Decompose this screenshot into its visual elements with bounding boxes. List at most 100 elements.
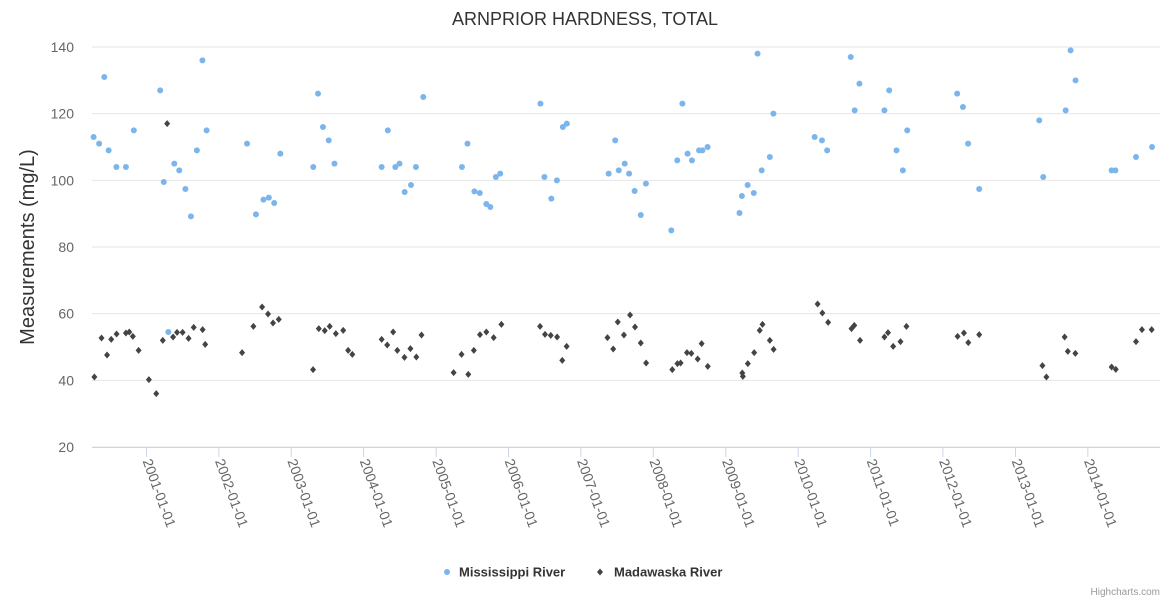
data-point[interactable] <box>104 351 111 359</box>
data-point[interactable] <box>260 196 267 203</box>
data-point[interactable] <box>976 186 983 192</box>
data-point[interactable] <box>766 336 773 344</box>
data-point[interactable] <box>392 164 399 170</box>
legend-item[interactable]: Madawaska River <box>597 565 722 580</box>
data-point[interactable] <box>537 100 544 107</box>
data-point[interactable] <box>1112 365 1119 373</box>
data-point[interactable] <box>627 311 634 319</box>
data-point[interactable] <box>420 94 427 100</box>
data-point[interactable] <box>450 369 457 377</box>
data-point[interactable] <box>542 330 549 338</box>
data-point[interactable] <box>203 127 210 134</box>
data-point[interactable] <box>275 315 282 323</box>
data-point[interactable] <box>684 150 691 157</box>
data-point[interactable] <box>677 359 684 367</box>
data-point[interactable] <box>145 376 152 384</box>
data-point[interactable] <box>326 322 333 330</box>
data-point[interactable] <box>179 328 186 336</box>
credits-link[interactable]: Highcharts.com <box>1091 587 1160 598</box>
data-point[interactable] <box>1064 347 1071 355</box>
data-point[interactable] <box>704 362 711 370</box>
data-point[interactable] <box>159 336 166 344</box>
data-point[interactable] <box>881 333 888 341</box>
data-point[interactable] <box>897 338 904 346</box>
data-point[interactable] <box>614 318 621 326</box>
data-point[interactable] <box>384 127 391 134</box>
data-point[interactable] <box>954 332 961 340</box>
data-point[interactable] <box>90 134 97 140</box>
data-point[interactable] <box>187 213 194 220</box>
data-point[interactable] <box>157 87 164 94</box>
data-point[interactable] <box>122 164 129 170</box>
data-point[interactable] <box>884 329 891 337</box>
data-point[interactable] <box>621 160 628 167</box>
data-point[interactable] <box>332 330 339 338</box>
data-point[interactable] <box>698 340 705 348</box>
data-point[interactable] <box>497 170 504 177</box>
data-point[interactable] <box>739 372 746 380</box>
data-point[interactable] <box>553 177 560 184</box>
data-point[interactable] <box>615 167 622 174</box>
data-point[interactable] <box>548 195 555 202</box>
data-point[interactable] <box>744 360 751 368</box>
data-point[interactable] <box>394 346 401 354</box>
data-point[interactable] <box>881 107 888 114</box>
data-point[interactable] <box>620 331 627 339</box>
data-point[interactable] <box>770 345 777 353</box>
data-point[interactable] <box>277 150 284 157</box>
data-point[interactable] <box>674 157 681 164</box>
data-point[interactable] <box>1149 144 1156 150</box>
data-point[interactable] <box>1067 47 1074 54</box>
data-point[interactable] <box>890 342 897 350</box>
data-point[interactable] <box>643 359 650 367</box>
data-point[interactable] <box>541 174 548 180</box>
data-point[interactable] <box>857 336 864 344</box>
data-point[interactable] <box>1148 326 1155 334</box>
data-point[interactable] <box>811 134 818 140</box>
data-point[interactable] <box>396 160 403 167</box>
data-point[interactable] <box>824 147 831 154</box>
data-point[interactable] <box>1043 373 1050 381</box>
data-point[interactable] <box>244 140 251 147</box>
data-point[interactable] <box>315 325 322 333</box>
data-point[interactable] <box>91 373 98 381</box>
data-point[interactable] <box>331 160 338 167</box>
data-point[interactable] <box>559 124 566 130</box>
data-point[interactable] <box>904 127 911 134</box>
data-point[interactable] <box>259 303 266 311</box>
data-point[interactable] <box>407 182 414 188</box>
data-point[interactable] <box>604 334 611 342</box>
data-point[interactable] <box>893 147 900 154</box>
data-point[interactable] <box>770 110 777 117</box>
data-point[interactable] <box>965 339 972 347</box>
data-point[interactable] <box>851 107 858 114</box>
data-point[interactable] <box>959 104 966 110</box>
data-point[interactable] <box>554 333 561 341</box>
data-point[interactable] <box>407 345 414 353</box>
data-point[interactable] <box>170 333 177 341</box>
data-point[interactable] <box>130 127 137 134</box>
data-point[interactable] <box>903 322 910 330</box>
data-point[interactable] <box>252 211 259 218</box>
data-point[interactable] <box>632 323 639 331</box>
data-point[interactable] <box>401 353 408 361</box>
data-point[interactable] <box>384 341 391 349</box>
data-point[interactable] <box>319 124 326 130</box>
data-point[interactable] <box>669 366 676 374</box>
data-point[interactable] <box>699 147 706 154</box>
data-point[interactable] <box>965 140 972 147</box>
data-point[interactable] <box>563 120 570 127</box>
data-point[interactable] <box>814 300 821 308</box>
data-point[interactable] <box>174 328 181 336</box>
data-point[interactable] <box>126 328 133 336</box>
data-point[interactable] <box>487 204 494 210</box>
data-point[interactable] <box>182 186 189 192</box>
data-point[interactable] <box>165 329 172 335</box>
data-point[interactable] <box>113 164 120 170</box>
data-point[interactable] <box>679 100 686 107</box>
data-point[interactable] <box>759 320 766 328</box>
data-point[interactable] <box>160 179 167 185</box>
data-point[interactable] <box>265 194 272 201</box>
data-point[interactable] <box>704 144 711 150</box>
data-point[interactable] <box>199 57 206 64</box>
